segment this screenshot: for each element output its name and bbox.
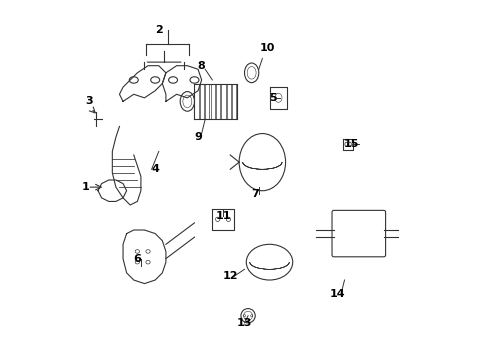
Bar [194, 84, 198, 119]
Text: 7: 7 [251, 189, 259, 199]
Text: 8: 8 [197, 61, 205, 71]
Text: 1: 1 [81, 182, 89, 192]
Text: 12: 12 [222, 271, 238, 282]
Text: 13: 13 [236, 318, 252, 328]
Bar [226, 84, 230, 119]
Bar [205, 84, 209, 119]
Bar [210, 84, 214, 119]
Text: 6: 6 [133, 253, 141, 264]
Bar [200, 84, 203, 119]
Text: 9: 9 [194, 132, 202, 142]
Text: 14: 14 [329, 289, 345, 299]
Text: 10: 10 [260, 43, 275, 53]
Bar [221, 84, 225, 119]
Text: 15: 15 [343, 139, 359, 149]
Bar [216, 84, 220, 119]
Bar [231, 84, 236, 119]
Text: 3: 3 [85, 96, 93, 107]
Text: 5: 5 [269, 93, 276, 103]
Text: 11: 11 [215, 211, 230, 221]
Text: 2: 2 [155, 25, 163, 35]
Text: 4: 4 [151, 164, 159, 174]
